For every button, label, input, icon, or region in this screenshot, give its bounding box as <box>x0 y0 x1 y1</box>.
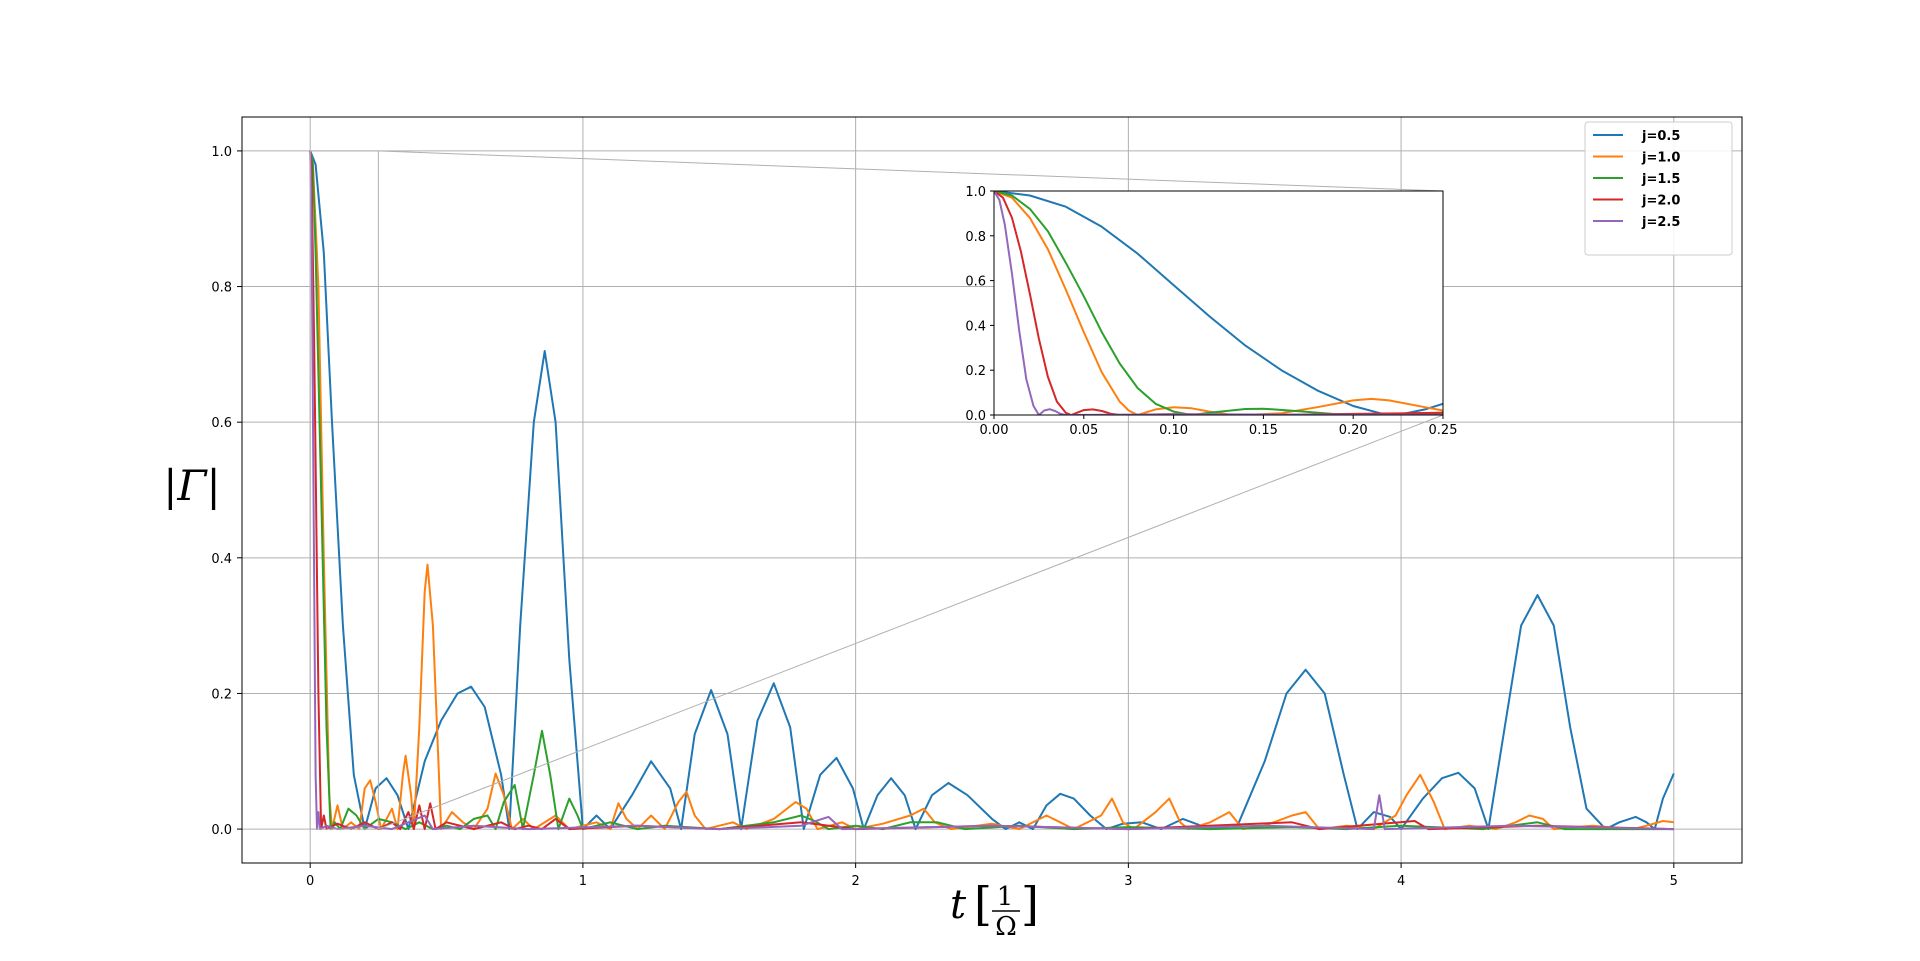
legend-label-j-2-0: j=2.0 <box>1641 194 1680 209</box>
inset-x-tick-label-0: 0.00 <box>980 423 1009 438</box>
legend-label-j-1-0: j=1.0 <box>1641 151 1680 166</box>
inset-y-tick-label-2: 0.4 <box>965 319 986 334</box>
x-axis-label-var: t <box>950 882 967 928</box>
y-axis-label-text: |Γ| <box>163 461 220 510</box>
legend: j=0.5 j=1.0 j=1.5 j=2.0 j=2.5 <box>1584 121 1733 256</box>
zoom-region-rect <box>309 150 379 830</box>
x-axis-label-denominator: Ω <box>995 912 1017 942</box>
x-axis-label: t [ 1 Ω ] <box>950 877 1039 942</box>
inset-x-tick-label-4: 0.20 <box>1339 423 1368 438</box>
inset-ticks: 0.00 0.05 0.10 0.15 0.20 0.25 0.0 0.2 0.4 0.6 0.8 1… <box>965 185 1457 438</box>
inset-y-tick-label-1: 0.2 <box>965 364 986 379</box>
inset-y-tick-label-4: 0.8 <box>965 230 986 245</box>
main-y-tick-label-1: 0.2 <box>211 687 232 702</box>
main-y-tick-label-2: 0.4 <box>211 552 232 567</box>
main-plot-frame <box>241 116 1743 864</box>
zoom-connector-bottom <box>378 414 1444 830</box>
main-y-tick-label-4: 0.8 <box>211 281 232 296</box>
inset-background <box>994 191 1443 415</box>
main-series-line-j-2-5 <box>309 150 1674 831</box>
inset-y-tick-label-0: 0.0 <box>965 409 986 424</box>
y-axis-label: |Γ| <box>163 461 220 510</box>
legend-label-j-1-5: j=1.5 <box>1641 172 1680 187</box>
inset-x-tick-label-5: 0.25 <box>1429 423 1458 438</box>
legend-items: j=0.5 j=1.0 j=1.5 j=2.0 j=2.5 <box>1593 129 1680 230</box>
main-series-group <box>309 150 1675 831</box>
x-axis-label-open-bracket: [ <box>974 877 992 931</box>
main-x-tick-label-3: 3 <box>1124 874 1132 889</box>
main-y-tick-label-0: 0.0 <box>211 823 232 838</box>
main-x-tick-label-2: 2 <box>851 874 859 889</box>
legend-label-j-0-5: j=0.5 <box>1641 129 1680 144</box>
x-axis-label-numerator: 1 <box>997 882 1014 912</box>
inset-x-tick-label-2: 0.10 <box>1159 423 1188 438</box>
main-x-tick-label-4: 4 <box>1397 874 1405 889</box>
x-axis-label-close-bracket: ] <box>1021 877 1039 931</box>
inset-y-tick-label-5: 1.0 <box>965 185 986 200</box>
main-x-tick-label-0: 0 <box>306 874 314 889</box>
main-ticks: 0 1 2 3 4 5 0.0 0.2 0.4 0.6 0.8 1.0 <box>211 145 1678 889</box>
zoom-connector-lines <box>309 150 1444 830</box>
inset-plot-frame <box>993 190 1444 416</box>
main-y-tick-label-3: 0.6 <box>211 416 232 431</box>
inset-x-tick-label-1: 0.05 <box>1069 423 1098 438</box>
main-series-line-j-0-5 <box>309 150 1675 831</box>
main-x-tick-label-1: 1 <box>579 874 587 889</box>
legend-label-j-2-5: j=2.5 <box>1641 215 1680 230</box>
inset-series-group <box>994 191 1443 415</box>
inset-x-tick-label-3: 0.15 <box>1249 423 1278 438</box>
zoom-connector-top <box>378 150 1444 192</box>
main-x-tick-label-5: 5 <box>1670 874 1678 889</box>
main-y-tick-label-5: 1.0 <box>211 145 232 160</box>
inset-series-line-j-1-0 <box>994 191 1443 415</box>
inset-y-tick-label-3: 0.6 <box>965 275 986 290</box>
